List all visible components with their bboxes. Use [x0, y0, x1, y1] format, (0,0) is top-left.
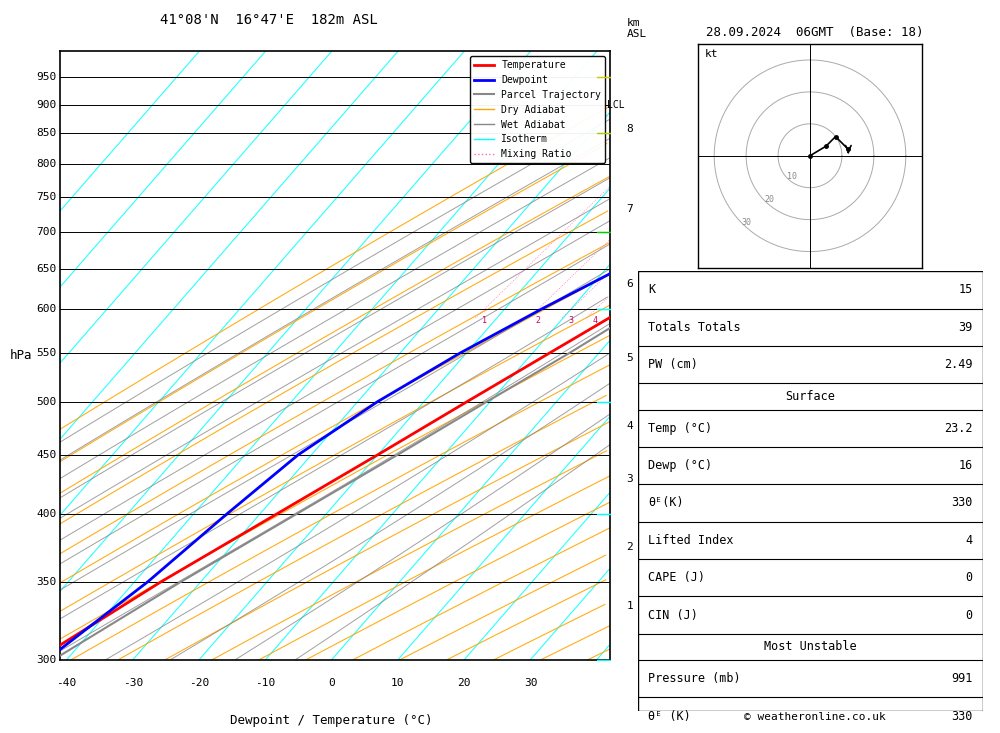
Text: km
ASL: km ASL [627, 18, 647, 39]
Text: LCL: LCL [607, 100, 624, 109]
Text: 2: 2 [535, 315, 540, 325]
Text: 7: 7 [627, 205, 633, 214]
Text: Dewp (°C): Dewp (°C) [648, 459, 712, 472]
Legend: Temperature, Dewpoint, Parcel Trajectory, Dry Adiabat, Wet Adiabat, Isotherm, Mi: Temperature, Dewpoint, Parcel Trajectory… [470, 56, 605, 163]
Text: Pressure (mb): Pressure (mb) [648, 672, 741, 685]
Text: 0: 0 [328, 678, 335, 688]
Text: 10: 10 [391, 678, 405, 688]
Text: 500: 500 [36, 397, 57, 407]
Text: 23.2: 23.2 [944, 421, 973, 435]
Text: 28.09.2024  06GMT  (Base: 18): 28.09.2024 06GMT (Base: 18) [706, 26, 924, 39]
Text: © weatheronline.co.uk: © weatheronline.co.uk [744, 712, 886, 722]
Text: Totals Totals: Totals Totals [648, 321, 741, 334]
Text: 3: 3 [568, 315, 573, 325]
Text: 400: 400 [36, 509, 57, 519]
Text: hPa: hPa [10, 349, 33, 362]
Text: 750: 750 [36, 192, 57, 202]
Text: 600: 600 [36, 304, 57, 314]
Text: Most Unstable: Most Unstable [764, 641, 857, 653]
Text: 8: 8 [627, 124, 633, 134]
Text: 991: 991 [951, 672, 973, 685]
Text: 6: 6 [627, 279, 633, 289]
Text: PW (cm): PW (cm) [648, 358, 698, 371]
Text: 450: 450 [36, 450, 57, 460]
Text: 0: 0 [966, 608, 973, 622]
Text: 10: 10 [787, 172, 797, 181]
Text: 950: 950 [36, 73, 57, 82]
Text: 41°08'N  16°47'E  182m ASL: 41°08'N 16°47'E 182m ASL [160, 13, 378, 27]
Text: Lifted Index: Lifted Index [648, 534, 734, 547]
Text: θᴱ (K): θᴱ (K) [648, 710, 691, 723]
Text: 800: 800 [36, 159, 57, 169]
Text: Dewpoint / Temperature (°C): Dewpoint / Temperature (°C) [230, 715, 433, 727]
Text: 16: 16 [958, 459, 973, 472]
Text: 1: 1 [482, 315, 487, 325]
Text: -40: -40 [57, 678, 77, 688]
Text: CIN (J): CIN (J) [648, 608, 698, 622]
Text: 20: 20 [764, 195, 774, 204]
Text: CAPE (J): CAPE (J) [648, 571, 705, 584]
Text: Surface: Surface [786, 390, 835, 403]
Text: -10: -10 [255, 678, 276, 688]
Text: 2.49: 2.49 [944, 358, 973, 371]
Text: K: K [648, 284, 655, 296]
Text: 700: 700 [36, 226, 57, 237]
Text: 300: 300 [36, 655, 57, 665]
Text: 350: 350 [36, 577, 57, 587]
Text: 900: 900 [36, 100, 57, 109]
Text: θᴱ(K): θᴱ(K) [648, 496, 684, 509]
Text: -30: -30 [123, 678, 143, 688]
Text: 330: 330 [951, 496, 973, 509]
Text: Temp (°C): Temp (°C) [648, 421, 712, 435]
Text: 20: 20 [457, 678, 471, 688]
Text: 4: 4 [966, 534, 973, 547]
Text: 4: 4 [593, 315, 598, 325]
Text: 1: 1 [627, 602, 633, 611]
Text: 2: 2 [627, 542, 633, 552]
Text: 15: 15 [958, 284, 973, 296]
Text: 30: 30 [741, 218, 751, 226]
Text: -20: -20 [189, 678, 209, 688]
Text: 650: 650 [36, 264, 57, 274]
Text: 0: 0 [966, 571, 973, 584]
Text: 3: 3 [627, 474, 633, 485]
Text: 30: 30 [524, 678, 537, 688]
Text: kt: kt [705, 49, 718, 59]
Text: 850: 850 [36, 128, 57, 139]
Text: 5: 5 [627, 353, 633, 363]
Text: 550: 550 [36, 348, 57, 358]
Text: 4: 4 [627, 421, 633, 431]
Text: 330: 330 [951, 710, 973, 723]
Text: 39: 39 [958, 321, 973, 334]
